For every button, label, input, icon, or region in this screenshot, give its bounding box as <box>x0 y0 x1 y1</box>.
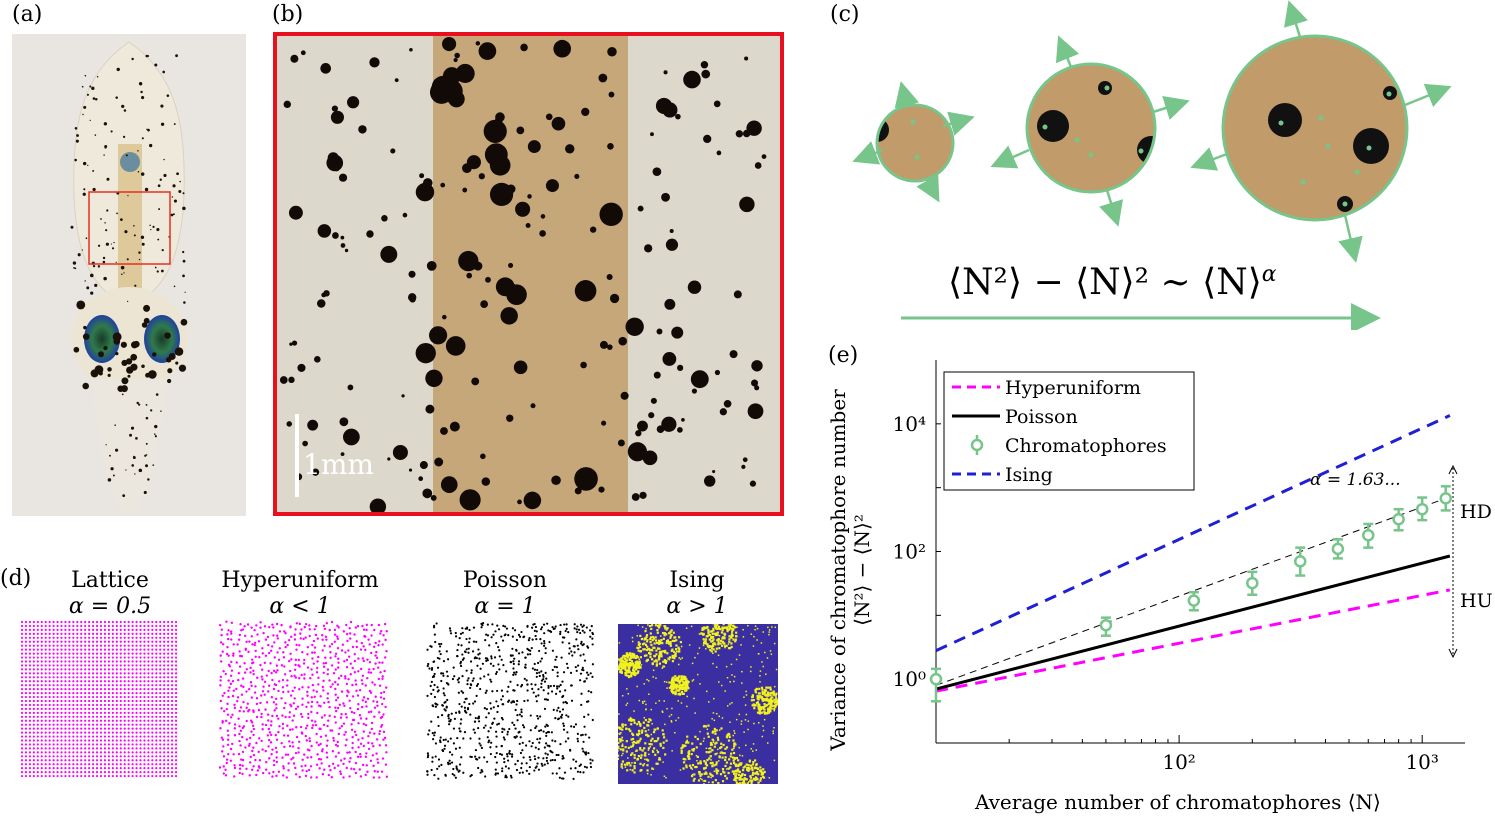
panel-label-d: (d) <box>0 566 32 591</box>
y-axis-label-line2: ⟨N²⟩ − ⟨N⟩² <box>850 514 874 626</box>
y-axis-label: Variance of chromatophore number ⟨N²⟩ − … <box>826 380 874 760</box>
chromatophore-point <box>1099 618 1113 632</box>
chromatophore-point <box>1415 502 1429 516</box>
x-axis-label: Average number of chromatophores ⟨N⟩ <box>975 790 1381 814</box>
hd-label: HD <box>1460 501 1492 523</box>
example-name: Ising <box>669 568 725 593</box>
fit-line <box>935 496 1451 686</box>
x-tick-label: 10³ <box>1405 750 1438 774</box>
window-large <box>1190 0 1452 263</box>
legend-label: Poisson <box>1005 406 1078 428</box>
example-lattice-caption: Lattice α = 0.5 <box>45 568 175 620</box>
legend-box <box>943 371 1195 491</box>
panel-label-a: (a) <box>12 2 43 27</box>
example-alpha: α = 1 <box>474 594 536 619</box>
chromatophore-point <box>1439 492 1453 505</box>
formula-rhs: ⟨N⟩ <box>1202 262 1262 303</box>
chromatophore-point <box>1187 594 1201 607</box>
example-name: Lattice <box>71 568 149 593</box>
series-line-poisson <box>935 554 1451 691</box>
lattice-pattern <box>20 620 178 778</box>
window-small <box>852 81 975 203</box>
example-name: Hyperuniform <box>221 568 379 593</box>
hu-arrowhead <box>1448 648 1458 659</box>
y-axis-label-line1: Variance of chromatophore number <box>826 389 850 751</box>
chromatophore-point <box>1246 576 1259 590</box>
y-tick-label: 10² <box>893 540 926 564</box>
sampling-windows-diagram <box>852 0 1452 330</box>
legend-swatch-marker <box>970 438 984 452</box>
example-alpha: α < 1 <box>269 594 331 619</box>
chromatophore-point <box>1362 528 1375 542</box>
example-name: Poisson <box>462 568 548 593</box>
alpha-annotation: α = 1.63... <box>1310 470 1401 490</box>
y-tick-label: 10⁰ <box>893 667 926 691</box>
variance-chart: 10² 10³ 10⁰ 10² 10⁴ α = 1.63... HD HU Hyperunifo… <box>893 360 1493 774</box>
example-alpha: α > 1 <box>666 594 728 619</box>
panel-label-b: (b) <box>272 2 304 27</box>
x-tick-label: 10² <box>1162 750 1195 774</box>
legend-label: Hyperuniform <box>1005 377 1141 399</box>
poisson-pattern <box>426 622 595 780</box>
hyperuniform-pattern <box>218 620 389 779</box>
squid-photo <box>12 34 246 516</box>
chromatophore-point <box>1293 555 1307 568</box>
chromatophore-point <box>929 672 943 686</box>
window-medium <box>990 35 1190 227</box>
hu-label: HU <box>1460 590 1493 612</box>
y-tick-label: 10⁴ <box>893 412 926 436</box>
ising-pattern <box>618 624 778 784</box>
example-alpha: α = 0.5 <box>68 594 152 619</box>
panel-label-c: (c) <box>830 2 860 27</box>
legend: Hyperuniform Poisson Chromatophores Ising <box>943 371 1195 491</box>
series-line-ising <box>935 414 1451 652</box>
scale-bar-label: 1mm <box>303 448 374 481</box>
hd-arrowhead <box>1448 464 1458 475</box>
example-hyperuniform-caption: Hyperuniform α < 1 <box>220 568 380 620</box>
variance-formula: ⟨N²⟩ − ⟨N⟩² ∼ ⟨N⟩α <box>948 262 1277 303</box>
skin-zoom-image <box>273 32 784 516</box>
legend-label: Chromatophores <box>1005 435 1167 457</box>
example-poisson-caption: Poisson α = 1 <box>440 568 570 620</box>
chromatophore-point <box>1392 513 1405 526</box>
panel-label-e: (e) <box>828 343 859 368</box>
legend-label: Ising <box>1005 464 1053 486</box>
formula-exponent: α <box>1261 262 1277 287</box>
example-ising-caption: Ising α > 1 <box>632 568 762 620</box>
chromatophore-point <box>1331 542 1345 556</box>
formula-lhs: ⟨N²⟩ − ⟨N⟩² <box>948 262 1150 303</box>
series-line-hyperuniform <box>935 588 1451 693</box>
formula-sim: ∼ <box>1160 262 1191 303</box>
